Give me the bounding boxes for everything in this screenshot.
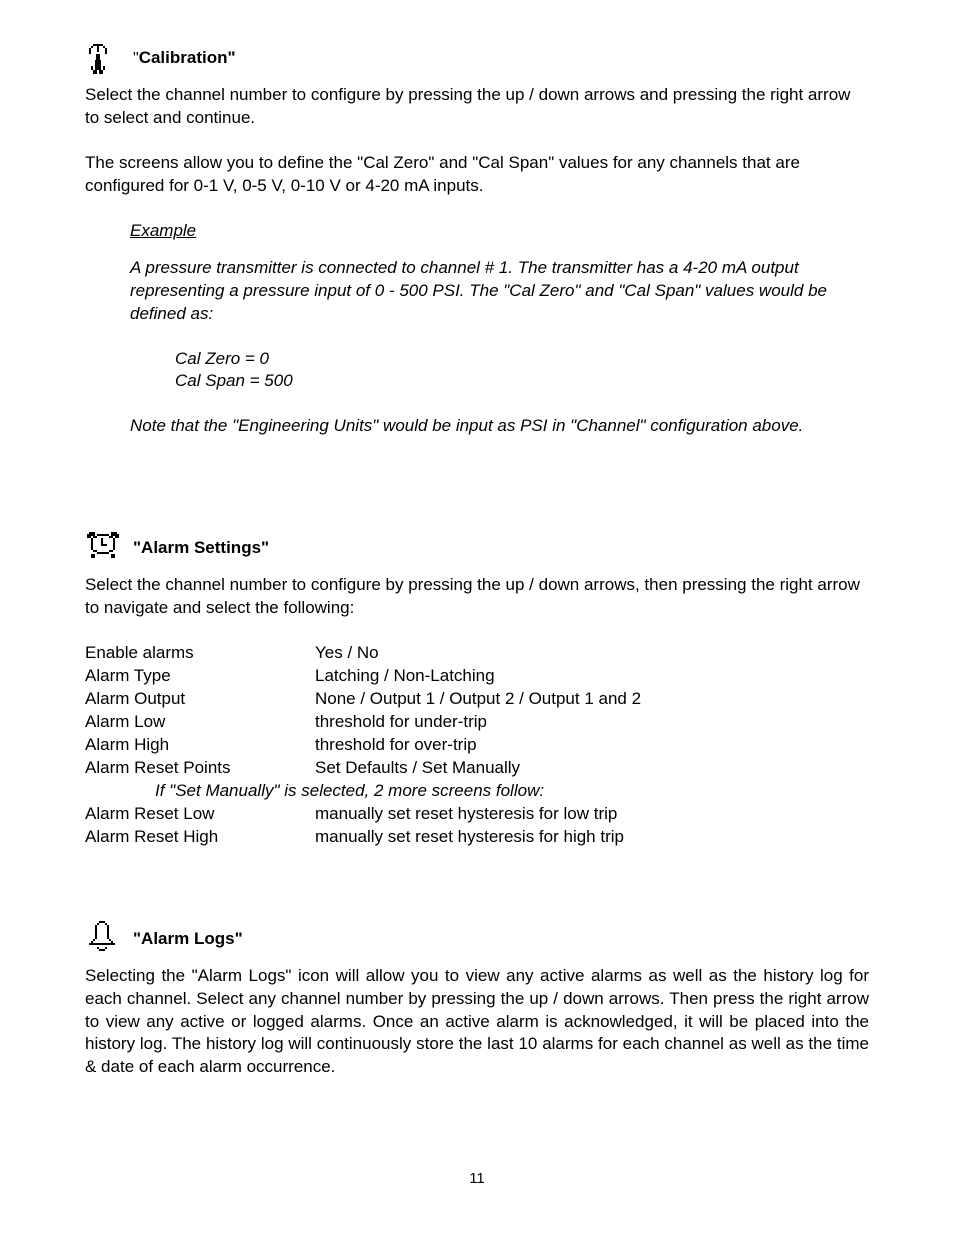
table-row: Alarm Type Latching / Non-Latching: [85, 665, 869, 688]
settings-note: If "Set Manually" is selected, 2 more sc…: [155, 780, 869, 803]
setting-value: manually set reset hysteresis for low tr…: [315, 803, 869, 826]
spacer: [85, 460, 869, 530]
alarm-logs-title: "Alarm Logs": [133, 929, 243, 949]
setting-label: Alarm Reset Low: [85, 803, 315, 826]
calibration-title-text: Calibration": [139, 48, 236, 67]
table-row: Alarm Reset Points Set Defaults / Set Ma…: [85, 757, 869, 780]
calibration-header: "Calibration": [85, 40, 869, 76]
table-row: Alarm Reset High manually set reset hyst…: [85, 826, 869, 849]
setting-value: None / Output 1 / Output 2 / Output 1 an…: [315, 688, 869, 711]
calibration-para-2: The screens allow you to define the "Cal…: [85, 152, 869, 198]
setting-label: Alarm Type: [85, 665, 315, 688]
table-row: Alarm Reset Low manually set reset hyste…: [85, 803, 869, 826]
calibration-example: Example A pressure transmitter is connec…: [130, 220, 869, 439]
setting-label: Alarm High: [85, 734, 315, 757]
alarm-settings-para-1: Select the channel number to configure b…: [85, 574, 869, 620]
example-para: A pressure transmitter is connected to c…: [130, 257, 869, 326]
alarm-logs-para-1: Selecting the "Alarm Logs" icon will all…: [85, 965, 869, 1080]
setting-label: Alarm Reset High: [85, 826, 315, 849]
setting-value: threshold for over-trip: [315, 734, 869, 757]
setting-value: Set Defaults / Set Manually: [315, 757, 869, 780]
bell-icon: [85, 921, 121, 957]
document-page: "Calibration" Select the channel number …: [0, 0, 954, 1235]
setting-value: threshold for under-trip: [315, 711, 869, 734]
setting-label: Alarm Low: [85, 711, 315, 734]
table-row: Alarm Output None / Output 1 / Output 2 …: [85, 688, 869, 711]
cal-zero-value: Cal Zero = 0: [175, 348, 869, 371]
cal-span-value: Cal Span = 500: [175, 370, 869, 393]
calibration-title: "Calibration": [133, 48, 236, 68]
spacer: [85, 885, 869, 921]
alarm-settings-title: "Alarm Settings": [133, 538, 269, 558]
calibration-para-1: Select the channel number to configure b…: [85, 84, 869, 130]
setting-label: Enable alarms: [85, 642, 315, 665]
calibration-icon: [85, 40, 121, 76]
setting-value: Latching / Non-Latching: [315, 665, 869, 688]
example-heading: Example: [130, 220, 196, 243]
setting-label: Alarm Output: [85, 688, 315, 711]
example-values: Cal Zero = 0 Cal Span = 500: [175, 348, 869, 394]
alarm-settings-table: Enable alarms Yes / No Alarm Type Latchi…: [85, 642, 869, 848]
table-row: Enable alarms Yes / No: [85, 642, 869, 665]
setting-value: manually set reset hysteresis for high t…: [315, 826, 869, 849]
setting-label: Alarm Reset Points: [85, 757, 315, 780]
example-note: Note that the "Engineering Units" would …: [130, 415, 869, 438]
table-row: Alarm High threshold for over-trip: [85, 734, 869, 757]
alarm-logs-header: "Alarm Logs": [85, 921, 869, 957]
page-number: 11: [0, 1170, 954, 1187]
setting-value: Yes / No: [315, 642, 869, 665]
alarm-clock-icon: [85, 530, 121, 566]
table-row: Alarm Low threshold for under-trip: [85, 711, 869, 734]
alarm-settings-header: "Alarm Settings": [85, 530, 869, 566]
